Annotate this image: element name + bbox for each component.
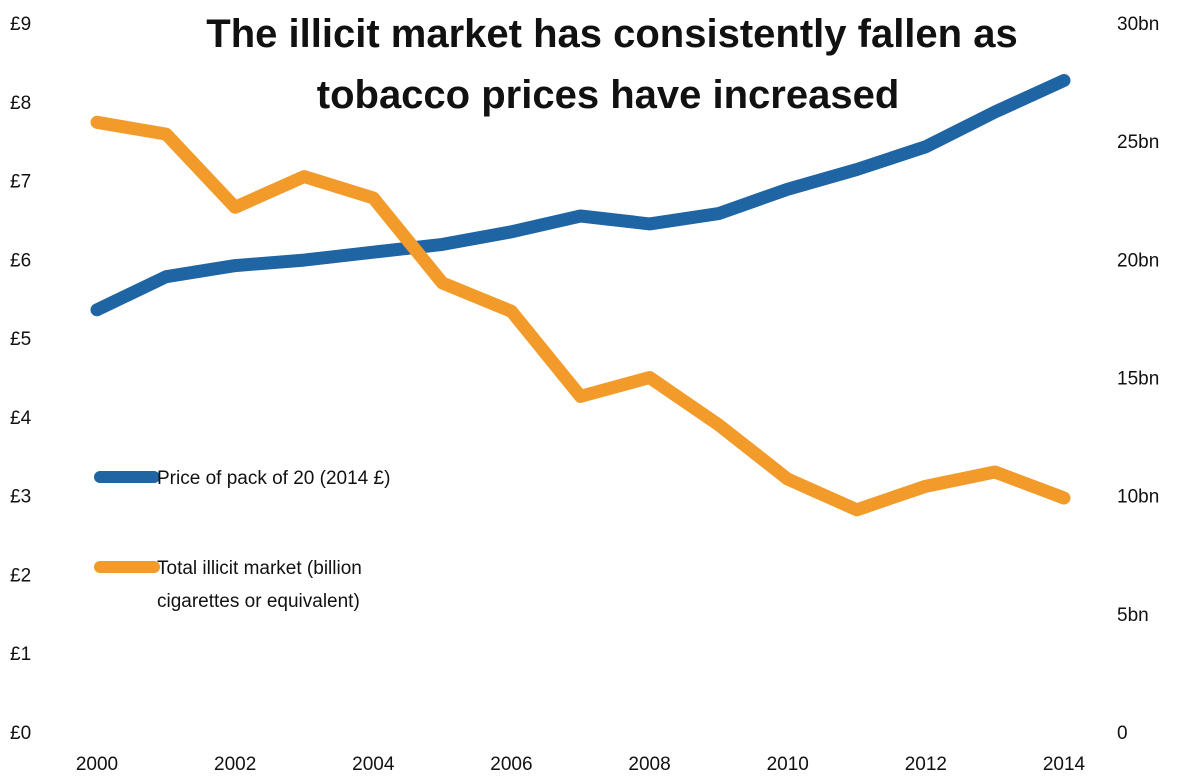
data-point-illicit-market (165, 133, 167, 135)
legend-label-price: Price of pack of 20 (2014 £) (157, 468, 390, 489)
data-point-price (303, 259, 305, 261)
left-tick-label: £2 (10, 565, 31, 586)
data-point-price (234, 265, 236, 267)
x-tick-label: 2012 (905, 754, 947, 775)
data-point-illicit-market (580, 395, 582, 397)
right-tick-label: 5bn (1117, 605, 1149, 626)
left-tick-label: £1 (10, 644, 31, 665)
left-tick-label: £7 (10, 172, 31, 193)
data-point-price (649, 223, 651, 225)
right-tick-label: 10bn (1117, 487, 1159, 508)
data-point-price (165, 276, 167, 278)
data-point-price (787, 188, 789, 190)
right-tick-label: 25bn (1117, 132, 1159, 153)
data-point-illicit-market (234, 206, 236, 208)
chart-title-line-2: tobacco prices have increased (317, 73, 900, 117)
left-tick-label: £8 (10, 93, 31, 114)
series-lines (90, 74, 1071, 517)
legend: Price of pack of 20 (2014 £) Total illic… (94, 468, 390, 612)
data-point-price (510, 231, 512, 233)
left-tick-label: £3 (10, 487, 31, 508)
data-point-illicit-market (649, 377, 651, 379)
data-point-illicit-market (441, 282, 443, 284)
right-tick-label: 0 (1117, 723, 1128, 744)
left-tick-label: £4 (10, 408, 32, 429)
data-point-illicit-market (856, 509, 858, 511)
data-point-illicit-market (96, 121, 98, 123)
right-tick-label: 20bn (1117, 250, 1159, 271)
data-point-illicit-market (372, 197, 374, 199)
legend-label-illicit-line-1: Total illicit market (billion (157, 558, 362, 579)
left-tick-label: £0 (10, 723, 31, 744)
right-axis-ticks: 0 5bn 10bn 15bn 20bn 25bn 30bn (1117, 14, 1159, 744)
left-tick-label: £6 (10, 250, 31, 271)
data-point-illicit-market (787, 478, 789, 480)
data-point-price (718, 213, 720, 215)
data-point-price (1063, 80, 1065, 82)
data-point-illicit-market (1063, 497, 1065, 499)
x-tick-label: 2014 (1043, 754, 1086, 775)
right-tick-label: 15bn (1117, 369, 1159, 390)
series-line-price (90, 74, 1071, 317)
data-point-illicit-market (994, 471, 996, 473)
data-point-illicit-market (510, 310, 512, 312)
x-tick-label: 2008 (628, 754, 670, 775)
legend-label-illicit-line-2: cigarettes or equivalent) (157, 591, 360, 612)
x-tick-label: 2010 (767, 754, 809, 775)
x-axis-ticks: 2000 2002 2004 2006 2008 2010 2012 2014 (76, 754, 1086, 775)
data-point-price (856, 169, 858, 171)
right-tick-label: 30bn (1117, 14, 1159, 35)
data-point-price (441, 243, 443, 245)
x-tick-label: 2006 (490, 754, 532, 775)
left-axis-ticks: £0 £1 £2 £3 £4 £5 £6 £7 £8 £9 (10, 14, 32, 744)
chart-title-line-1: The illicit market has consistently fall… (206, 12, 1017, 56)
left-tick-label: £5 (10, 329, 31, 350)
series-line-illicit-market (90, 115, 1071, 517)
x-tick-label: 2002 (214, 754, 256, 775)
data-point-price (580, 215, 582, 217)
data-point-illicit-market (925, 485, 927, 487)
data-point-illicit-market (718, 424, 720, 426)
x-tick-label: 2004 (352, 754, 395, 775)
data-point-price (994, 111, 996, 113)
data-point-price (96, 309, 98, 311)
data-point-price (372, 251, 374, 253)
left-tick-label: £9 (10, 14, 31, 35)
x-tick-label: 2000 (76, 754, 118, 775)
data-point-price (925, 146, 927, 148)
chart-title: The illicit market has consistently fall… (206, 12, 1017, 117)
data-point-illicit-market (303, 176, 305, 178)
